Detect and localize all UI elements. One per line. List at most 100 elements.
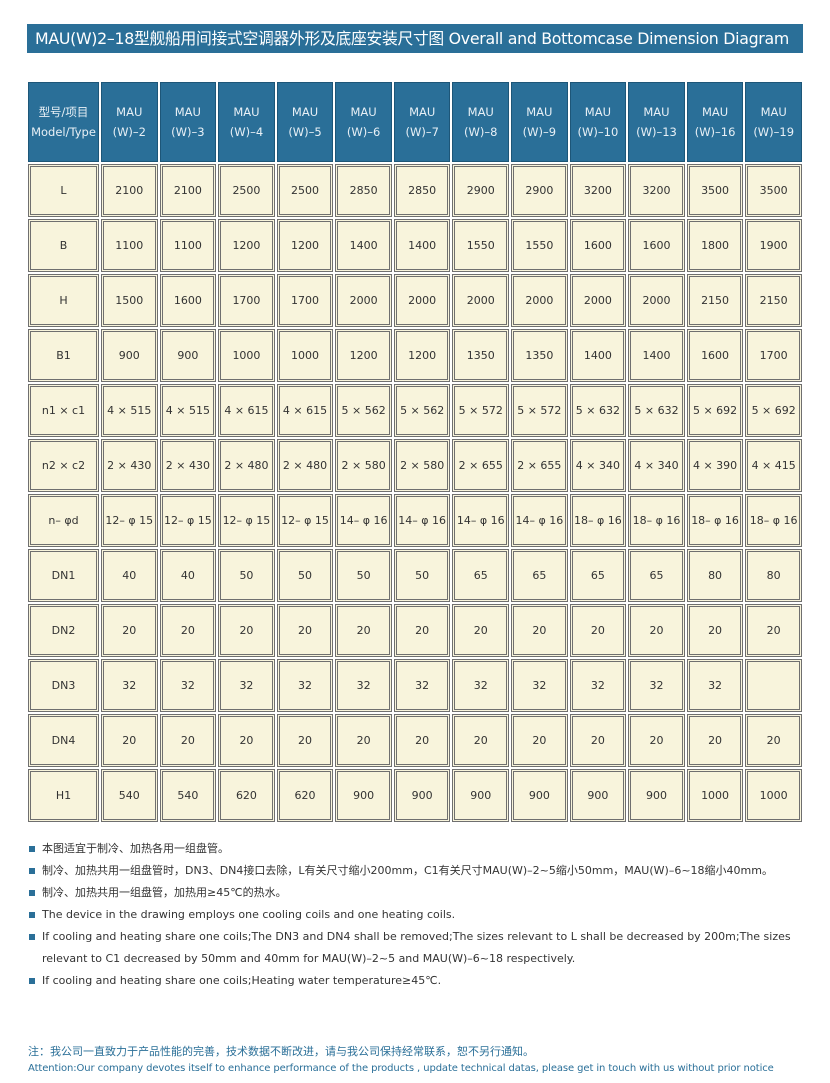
table-cell: 4 × 415 <box>745 439 802 492</box>
header-model: MAU (W)–8 <box>452 82 510 162</box>
table-cell: 20 <box>628 714 685 767</box>
table-cell: 1800 <box>686 219 744 272</box>
table-cell: 5 × 572 <box>511 384 568 437</box>
note-item: 制冷、加热共用一组盘管时，DN3、DN4接口去除，L有关尺寸缩小200mm，C1… <box>28 860 804 882</box>
table-cell: 2850 <box>393 164 451 217</box>
table-cell: 32 <box>276 659 334 712</box>
table-cell: 1400 <box>569 329 627 382</box>
header-model: MAU (W)–7 <box>393 82 451 162</box>
table-cell: 2000 <box>569 274 627 327</box>
table-cell: 12– φ 15 <box>101 494 158 547</box>
table-cell: 20 <box>569 604 627 657</box>
table-cell: 1100 <box>159 219 217 272</box>
table-cell: 32 <box>159 659 217 712</box>
table-cell: 14– φ 16 <box>511 494 568 547</box>
table-cell: 20 <box>276 714 334 767</box>
table-row: DN2 20 20 20 20 20 20 20 20 20 20 20 20 <box>28 604 802 657</box>
table-cell: 3500 <box>745 164 802 217</box>
header-model-line: MAU <box>116 105 143 119</box>
header-model-line: (W)–10 <box>577 125 619 139</box>
table-header-row: 型号/项目 Model/Type MAU (W)–2 MAU (W)–3 MAU (W)–… <box>28 82 802 162</box>
footer-en: Attention:Our company devotes itself to … <box>28 1063 774 1074</box>
table-cell: 32 <box>335 659 392 712</box>
table-row: H1 540 540 620 620 900 900 900 900 900 900 1000 1000 <box>28 769 802 822</box>
row-label: H <box>28 274 99 327</box>
table-cell: 20 <box>511 604 568 657</box>
table-cell: 20 <box>569 714 627 767</box>
table-cell: 2 × 430 <box>101 439 158 492</box>
table-cell: 1200 <box>335 329 392 382</box>
note-item: 本图适宜于制冷、加热各用一组盘管。 <box>28 838 804 860</box>
table-cell: 14– φ 16 <box>393 494 451 547</box>
table-cell: 20 <box>335 604 392 657</box>
row-label: B <box>28 219 99 272</box>
table-cell: 20 <box>393 604 451 657</box>
table-cell: 2500 <box>276 164 334 217</box>
table-cell: 2150 <box>686 274 744 327</box>
table-cell: 900 <box>511 769 568 822</box>
header-model-line: (W)–8 <box>464 125 498 139</box>
table-cell: 1550 <box>511 219 568 272</box>
table-cell: 20 <box>745 604 802 657</box>
table-cell: 32 <box>393 659 451 712</box>
table-cell: 80 <box>686 549 744 602</box>
header-model: MAU (W)–16 <box>686 82 744 162</box>
table-cell: 20 <box>101 604 158 657</box>
table-cell: 2 × 655 <box>452 439 510 492</box>
table-cell: 1200 <box>393 329 451 382</box>
table-cell: 32 <box>218 659 275 712</box>
table-cell: 32 <box>101 659 158 712</box>
table-cell: 4 × 515 <box>159 384 217 437</box>
table-cell: 1400 <box>335 219 392 272</box>
header-model-line: MAU <box>350 105 377 119</box>
table-cell: 5 × 562 <box>393 384 451 437</box>
header-model-line: (W)–6 <box>346 125 381 139</box>
table-cell: 3200 <box>569 164 627 217</box>
header-model-line: MAU <box>643 105 670 119</box>
table-cell: 2000 <box>452 274 510 327</box>
table-cell: 20 <box>628 604 685 657</box>
footer-cn: 注：我公司一直致力于产品性能的完善，技术数据不断改进，请与我公司保持经常联系，恕… <box>28 1045 534 1058</box>
footer-notice: 注：我公司一直致力于产品性能的完善，技术数据不断改进，请与我公司保持经常联系，恕… <box>28 1043 830 1077</box>
table-cell: 50 <box>276 549 334 602</box>
table-cell: 1000 <box>276 329 334 382</box>
table-cell: 50 <box>393 549 451 602</box>
table-cell: 540 <box>101 769 158 822</box>
table-cell: 32 <box>686 659 744 712</box>
table-cell: 20 <box>511 714 568 767</box>
table-cell: 18– φ 16 <box>628 494 685 547</box>
table-cell: 4 × 615 <box>218 384 275 437</box>
table-cell: 65 <box>569 549 627 602</box>
header-model-line: (W)–9 <box>522 125 557 139</box>
table-cell: 20 <box>686 714 744 767</box>
table-row: L 2100 2100 2500 2500 2850 2850 2900 2900 3200 320… <box>28 164 802 217</box>
row-label: H1 <box>28 769 99 822</box>
header-label-cn: 型号/项目 <box>38 105 89 119</box>
table-cell: 3500 <box>686 164 744 217</box>
table-cell: 20 <box>159 714 217 767</box>
header-model: MAU (W)–5 <box>276 82 334 162</box>
table-cell: 14– φ 16 <box>452 494 510 547</box>
notes-list: 本图适宜于制冷、加热各用一组盘管。 制冷、加热共用一组盘管时，DN3、DN4接口去… <box>28 838 804 992</box>
table-cell: 1600 <box>569 219 627 272</box>
table-cell: 900 <box>452 769 510 822</box>
table-row: n1 × c1 4 × 515 4 × 515 4 × 615 4 × 615 5 × 5… <box>28 384 802 437</box>
table-cell: 2900 <box>511 164 568 217</box>
header-model-line: (W)–7 <box>405 125 439 139</box>
table-cell: 1000 <box>218 329 275 382</box>
table-cell: 2850 <box>335 164 392 217</box>
table-cell: 1400 <box>393 219 451 272</box>
table-cell: 2 × 580 <box>335 439 392 492</box>
table-cell: 4 × 340 <box>628 439 685 492</box>
table-cell: 3200 <box>628 164 685 217</box>
table-cell: 12– φ 15 <box>218 494 275 547</box>
table-cell: 620 <box>276 769 334 822</box>
table-cell: 4 × 390 <box>686 439 744 492</box>
table-cell: 1100 <box>101 219 158 272</box>
table-cell: 2000 <box>511 274 568 327</box>
page-title: MAU(W)2–18型舰船用间接式空调器外形及底座安装尺寸图 Overall a… <box>27 24 803 53</box>
table-cell: 1600 <box>628 219 685 272</box>
row-label: L <box>28 164 99 217</box>
header-model-line: (W)–16 <box>694 125 736 139</box>
dimension-table: 型号/项目 Model/Type MAU (W)–2 MAU (W)–3 MAU (W)–… <box>26 80 804 824</box>
